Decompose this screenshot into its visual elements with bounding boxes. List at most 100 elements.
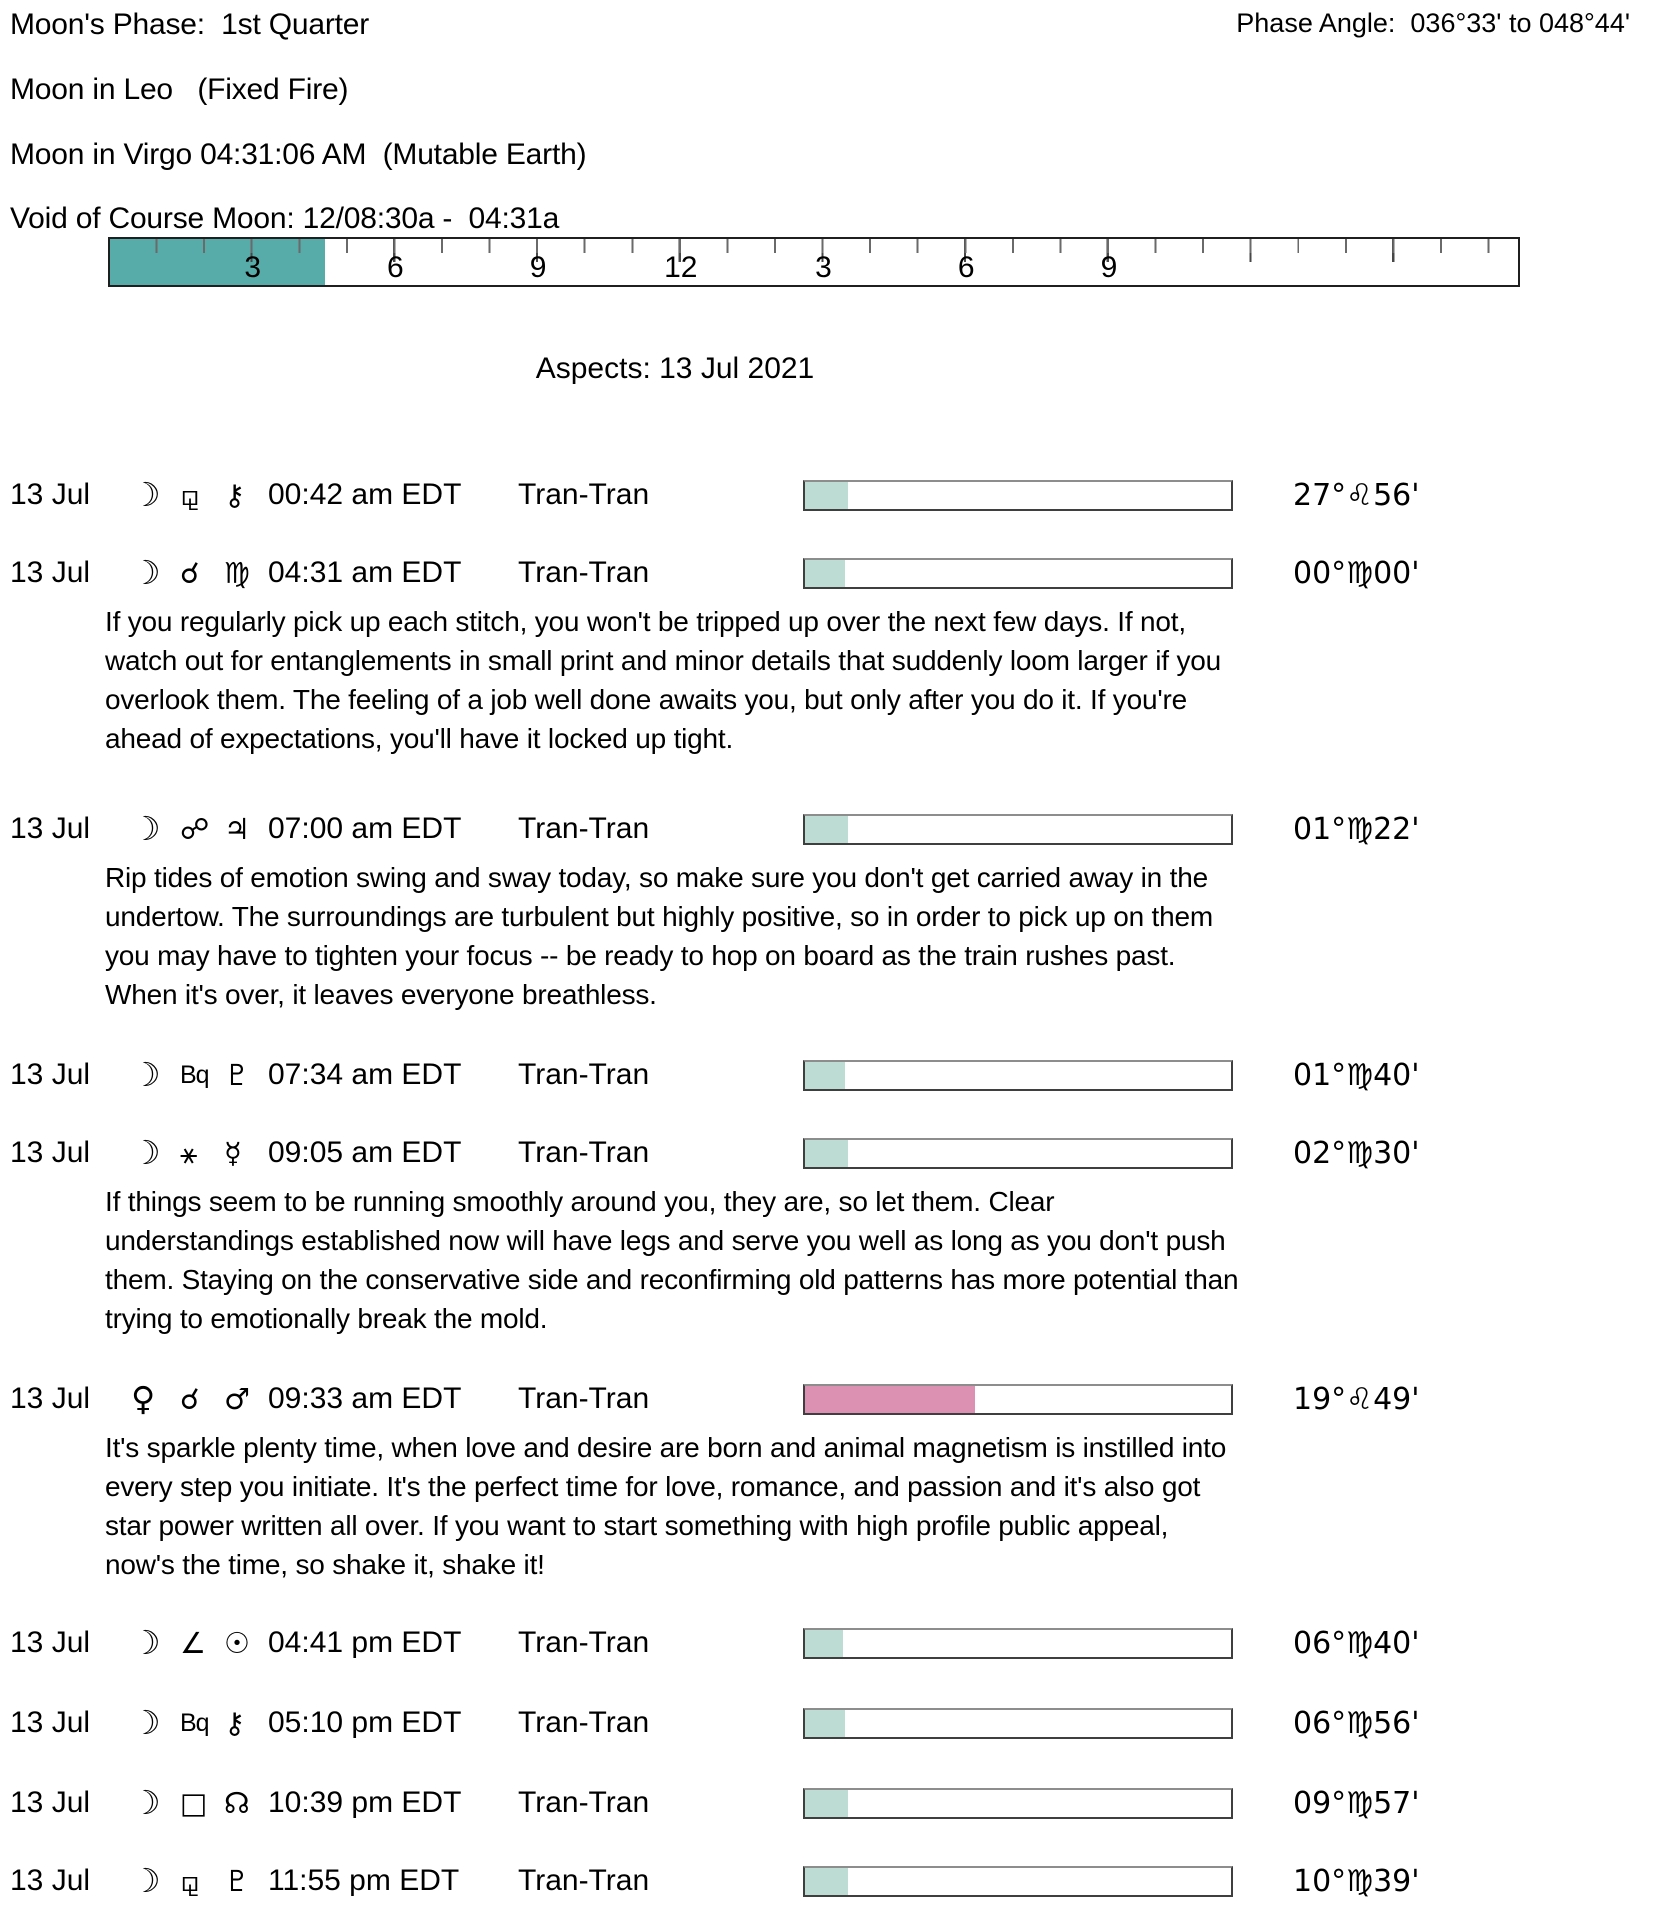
aspect-row: 13 Jul ☽ □ ☊ 10:39 pm EDT Tran-Tran 09°♍57' [0,1783,1672,1828]
aspect-progress-fill [805,482,848,509]
phase-angle-line: Phase Angle: 036°33' to 048°44' [1236,8,1630,38]
aspect-progress-fill [805,1140,848,1167]
aspect-type: Tran-Tran [518,1786,650,1819]
conjunction-icon: ☌ [180,556,200,590]
aspect-time: 07:00 am EDT [268,812,462,845]
aspect-progress-fill [805,1710,846,1737]
aspect-progress-fill [805,816,848,843]
aspect-row: 13 Jul ☽ ☌ ♍ 04:31 am EDT Tran-Tran 00°♍00' If … [0,553,1672,754]
aspect-degree: 01°♍22' [1293,812,1420,847]
aspect-date: 13 Jul [10,1382,91,1415]
aspect-progress-bar [803,1788,1233,1819]
aspect-time: 00:42 am EDT [268,478,462,511]
aspect-time: 11:55 pm EDT [268,1864,460,1897]
aspect-type: Tran-Tran [518,478,650,511]
aspect-row: 13 Jul ♀ ☌ ♂ 09:33 am EDT Tran-Tran 19°♌49' It'… [0,1379,1672,1580]
moon-icon: ☽ [131,1703,161,1742]
aspect-degree: 02°♍30' [1293,1136,1420,1171]
moon-icon: ☽ [131,475,161,514]
void-of-course-line: Void of Course Moon: 12/08:30a - 04:31a [10,202,560,235]
conjunction-icon: ☌ [180,1382,200,1416]
aspect-progress-bar [803,1060,1233,1091]
aspect-progress-bar [803,1708,1233,1739]
chiron-icon: ⚷ [224,478,246,512]
sextile-icon: ⚹ [180,1136,198,1170]
timeline-hour-label: 9 [1100,251,1118,284]
aspect-degree: 06°♍56' [1293,1706,1420,1741]
sesquiquadrate-icon: ⚼ [180,478,201,512]
timeline-hour-label: 12 [664,251,698,284]
aspect-type: Tran-Tran [518,1626,650,1659]
aspect-type: Tran-Tran [518,1382,650,1415]
aspect-time: 07:34 am EDT [268,1058,462,1091]
biquintile-label: Bq [180,1709,210,1737]
aspect-row: 13 Jul ☽ ∠ ☉ 04:41 pm EDT Tran-Tran 06°♍40' [0,1623,1672,1668]
aspect-time: 04:41 pm EDT [268,1626,462,1659]
moon-icon: ☽ [131,809,161,848]
aspect-progress-bar [803,1866,1233,1897]
aspect-degree: 09°♍57' [1293,1786,1420,1821]
moon-icon: ☽ [131,1783,161,1822]
aspect-time: 09:05 am EDT [268,1136,462,1169]
chiron-icon: ⚷ [224,1706,246,1740]
moon-icon: ☽ [131,1861,161,1900]
aspect-interpretation: If things seem to be running smoothly ar… [105,1186,1239,1334]
moon-icon: ☽ [131,1623,161,1662]
virgo-icon: ♍ [224,556,250,590]
sesquiquadrate-icon: ⚼ [180,1864,201,1898]
aspect-progress-fill [805,1790,848,1817]
aspect-degree: 19°♌49' [1293,1382,1420,1417]
timeline-hour-label: 3 [244,251,262,284]
square-icon: □ [180,1786,208,1820]
aspect-date: 13 Jul [10,1706,91,1739]
moon-icon: ☽ [131,553,161,592]
aspect-interpretation: Rip tides of emotion swing and sway toda… [105,862,1213,1010]
aspect-row: 13 Jul ☽ ⚹ ☿ 09:05 am EDT Tran-Tran 02°♍30' If … [0,1133,1672,1334]
void-of-course-timeline: 3 6 9 12 3 6 9 [108,237,1520,287]
aspect-progress-fill [805,560,846,587]
aspect-time: 04:31 am EDT [268,556,462,589]
aspect-time: 10:39 pm EDT [268,1786,462,1819]
aspect-type: Tran-Tran [518,1058,650,1091]
aspect-row: 13 Jul ☽ Bq ♇ 07:34 am EDT Tran-Tran 01°♍40' [0,1055,1672,1100]
pluto-icon: ♇ [224,1058,250,1092]
aspect-degree: 06°♍40' [1293,1626,1420,1661]
aspect-date: 13 Jul [10,812,91,845]
aspect-date: 13 Jul [10,1864,91,1897]
aspect-degree: 10°♍39' [1293,1864,1420,1899]
aspect-type: Tran-Tran [518,556,650,589]
aspect-date: 13 Jul [10,478,91,511]
aspect-date: 13 Jul [10,1626,91,1659]
aspects-title: Aspects: 13 Jul 2021 [535,352,815,385]
aspect-date: 13 Jul [10,1786,91,1819]
aspect-progress-fill [805,1062,846,1089]
aspect-progress-fill [805,1386,976,1413]
aspect-progress-bar [803,1138,1233,1169]
aspect-row: 13 Jul ☽ ⚼ ♇ 11:55 pm EDT Tran-Tran 10°♍39' [0,1861,1672,1906]
venus-icon: ♀ [131,1379,156,1418]
aspect-type: Tran-Tran [518,1706,650,1739]
aspect-row: 13 Jul ☽ ⚼ ⚷ 00:42 am EDT Tran-Tran 27°♌56' [0,475,1672,520]
aspect-degree: 00°♍00' [1293,556,1420,591]
timeline-hour-label: 3 [815,251,832,284]
aspect-progress-bar [803,1384,1233,1415]
aspect-progress-fill [805,1630,844,1657]
moon-icon: ☽ [131,1055,161,1094]
biquintile-label: Bq [180,1061,210,1089]
aspect-row: 13 Jul ☽ Bq ⚷ 05:10 pm EDT Tran-Tran 06°♍56' [0,1703,1672,1748]
aspect-time: 05:10 pm EDT [268,1706,462,1739]
aspect-time: 09:33 am EDT [268,1382,462,1415]
aspect-interpretation: It's sparkle plenty time, when love and … [105,1432,1227,1580]
aspect-date: 13 Jul [10,556,91,589]
sun-icon: ☉ [224,1626,250,1660]
moon-sign-line: Moon in Leo (Fixed Fire) [10,73,349,106]
aspect-date: 13 Jul [10,1136,91,1169]
moon-phase-line: Moon's Phase: 1st Quarter [10,8,370,41]
jupiter-icon: ♃ [224,812,250,846]
north-node-icon: ☊ [224,1786,250,1820]
mercury-icon: ☿ [224,1136,242,1170]
timeline-hour-label: 6 [387,251,404,284]
mars-icon: ♂ [224,1382,250,1416]
aspect-type: Tran-Tran [518,1864,650,1897]
